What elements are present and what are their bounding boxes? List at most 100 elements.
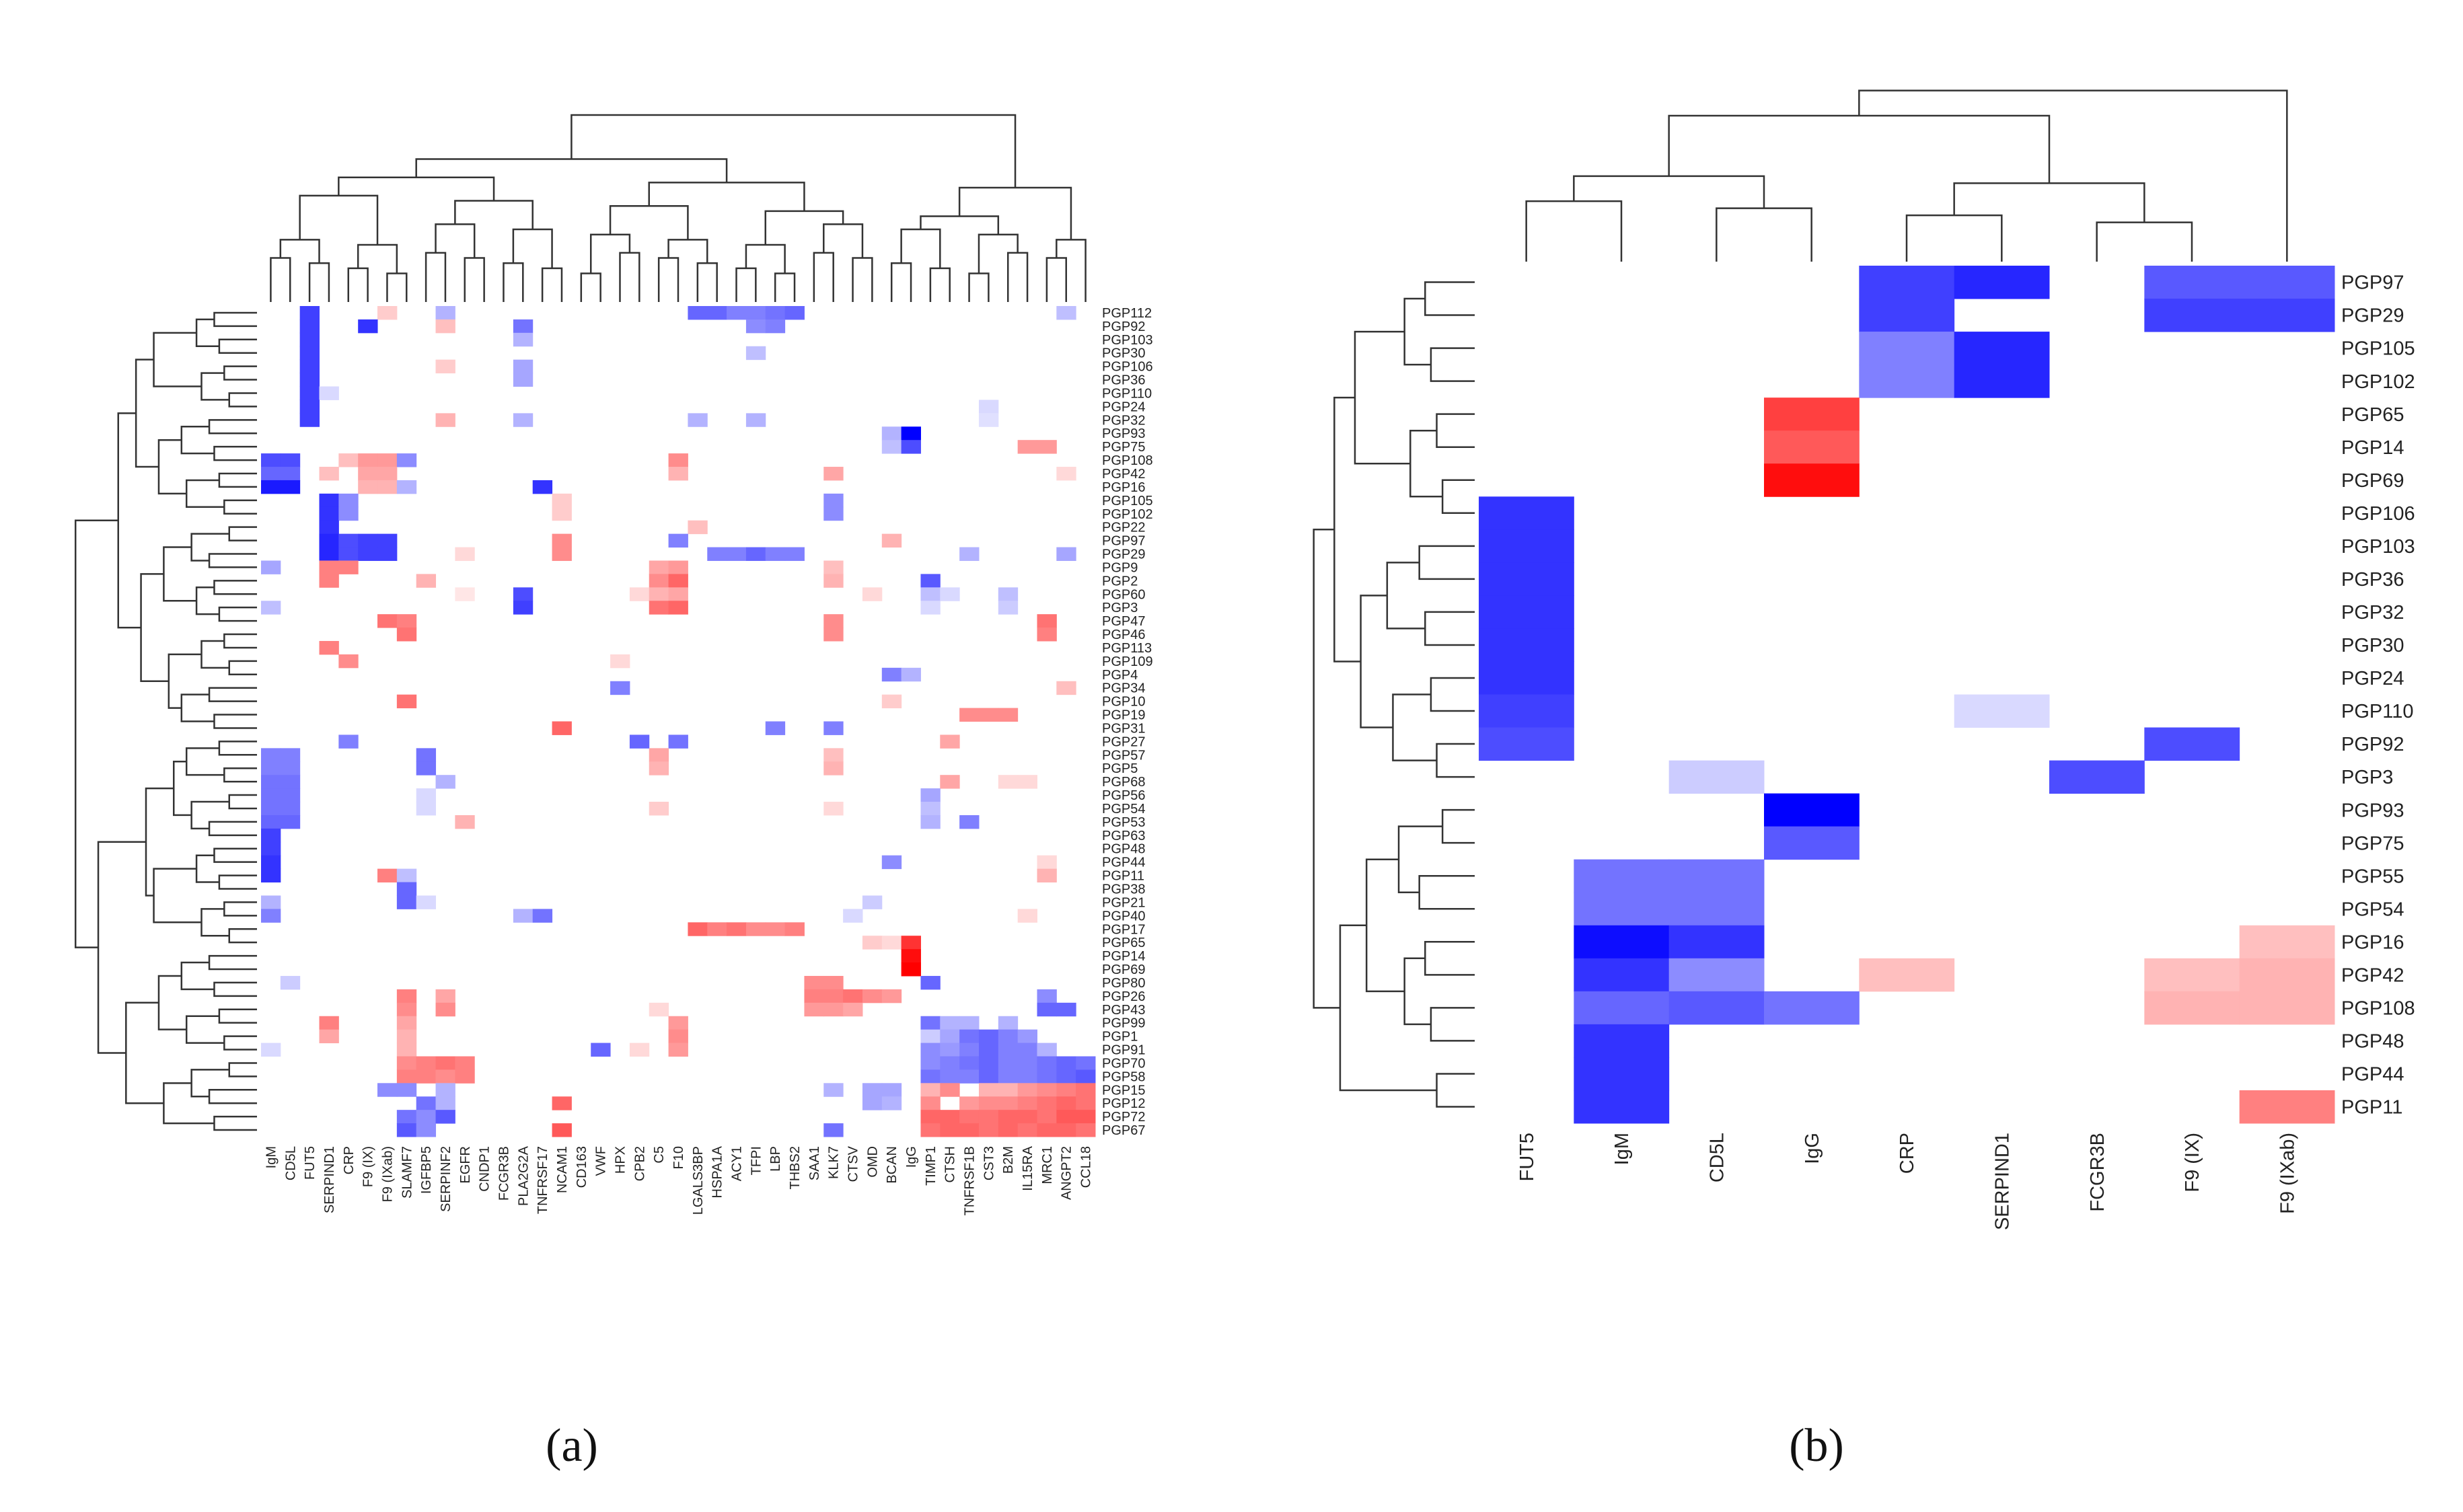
heatmap-cell: [280, 480, 301, 494]
row-label: PGP54: [1102, 802, 1145, 817]
heatmap-cell: [823, 721, 844, 735]
heatmap-cell: [416, 748, 437, 762]
row-label: PGP17: [1102, 922, 1145, 937]
heatmap-cell: [668, 574, 688, 588]
heatmap-cell: [299, 386, 320, 400]
heatmap-cell: [435, 1002, 455, 1017]
heatmap-cell: [1479, 694, 1574, 728]
heatmap-cell: [552, 533, 572, 548]
heatmap-cell: [823, 1002, 844, 1017]
row-label: PGP57: [1102, 748, 1145, 763]
row-label: PGP32: [2341, 602, 2404, 623]
column-dendrogram-branch: [338, 176, 495, 201]
row-label: PGP102: [1102, 507, 1153, 522]
row-dendrogram-branch: [1441, 479, 1475, 515]
row-label: PGP67: [1102, 1123, 1145, 1138]
heatmap-cell: [435, 1096, 455, 1110]
row-label: PGP68: [1102, 775, 1145, 790]
heatmap-cell: [1017, 1083, 1037, 1097]
heatmap-cell: [2239, 1090, 2335, 1124]
heatmap-cell: [707, 306, 727, 320]
heatmap-cell: [358, 533, 378, 548]
heatmap-cell: [396, 628, 417, 642]
column-dendrogram-branch: [425, 252, 447, 302]
heatmap-cell: [901, 936, 921, 950]
heatmap-cell: [319, 386, 339, 400]
row-dendrogram-branch: [218, 874, 257, 890]
heatmap-cell: [920, 1096, 941, 1110]
row-dendrogram-branch: [223, 1035, 257, 1051]
heatmap-cell: [1037, 1069, 1057, 1084]
heatmap-cell: [1076, 1096, 1096, 1110]
heatmap-cell: [1859, 299, 1955, 332]
heatmap-panel-b: FUT5 IgM CD5L IgG CRP SERPIND1 FCGR3B F9 (IX) F9…: [1313, 89, 2415, 1230]
row-label: PGP21: [1102, 895, 1145, 910]
heatmap-cell: [920, 574, 941, 588]
heatmap-cell: [823, 1123, 844, 1137]
row-label: PGP12: [1102, 1096, 1145, 1111]
column-label: IL15RA: [1021, 1145, 1035, 1190]
row-label: PGP108: [2341, 998, 2415, 1020]
heatmap-cell: [552, 493, 572, 508]
heatmap-cell: [784, 306, 805, 320]
row-label: PGP110: [1102, 386, 1152, 401]
column-label: B2M: [1001, 1146, 1016, 1174]
column-dendrogram-branch: [541, 267, 563, 302]
heatmap-cell: [881, 1083, 902, 1097]
heatmap-cell: [920, 1083, 941, 1097]
row-dendrogram-branch: [1436, 743, 1475, 778]
heatmap-cell: [396, 1029, 417, 1044]
heatmap-cell: [299, 332, 320, 347]
heatmap-cell: [396, 614, 417, 628]
heatmap-cell: [377, 467, 398, 481]
row-label: PGP105: [2341, 338, 2415, 360]
heatmap-cell: [377, 453, 398, 467]
column-label: CTSH: [943, 1146, 958, 1182]
heatmap-cell: [1859, 958, 1955, 992]
column-dendrogram-branch: [415, 158, 728, 183]
heatmap-cell: [416, 1123, 437, 1137]
heatmap-cell: [396, 882, 417, 896]
heatmap-panel-a: IgM CD5L FUT5 SERPIND1 CRP F9 (IX) F9 (IXab) SL…: [74, 114, 1153, 1215]
heatmap-cell: [261, 841, 281, 856]
heatmap-cell: [319, 560, 339, 574]
heatmap-cell: [319, 640, 339, 655]
heatmap-cell: [668, 1029, 688, 1044]
heatmap-cell: [1859, 266, 1955, 299]
heatmap-cell: [1037, 1056, 1057, 1070]
heatmap-cell: [959, 1043, 980, 1057]
heatmap-cell: [1017, 1069, 1037, 1084]
heatmap-cell: [1479, 628, 1574, 662]
row-dendrogram-branch: [228, 794, 257, 810]
row-label: PGP105: [1102, 494, 1153, 508]
row-label: PGP14: [2341, 437, 2404, 459]
heatmap-cell: [280, 975, 301, 990]
column-dendrogram-branch: [1858, 89, 2288, 262]
heatmap-cell: [920, 1056, 941, 1070]
heatmap-cell: [1037, 1123, 1057, 1137]
heatmap-cell: [1017, 1056, 1037, 1070]
heatmap-cell: [901, 962, 921, 977]
heatmap-cell: [765, 306, 786, 320]
heatmap-cell: [862, 936, 883, 950]
heatmap-cell: [998, 1016, 1019, 1030]
column-dendrogram-branch: [308, 262, 330, 302]
heatmap-cell: [862, 989, 883, 1004]
row-label: PGP60: [1102, 587, 1145, 602]
column-dendrogram-branch: [1045, 257, 1067, 302]
column-label: CTSV: [846, 1145, 861, 1182]
column-label: CCL18: [1079, 1146, 1094, 1188]
heatmap-cell: [319, 493, 339, 508]
heatmap-cell: [998, 1083, 1019, 1097]
row-label: PGP42: [2341, 965, 2404, 986]
heatmap-cell: [2239, 958, 2335, 992]
row-label: PGP40: [1102, 909, 1145, 923]
row-label: PGP29: [2341, 305, 2404, 327]
column-label: FCGR3B: [497, 1146, 511, 1201]
column-label: PLA2G2A: [516, 1145, 531, 1206]
heatmap-cell: [280, 761, 301, 776]
heatmap-cell: [416, 1056, 437, 1070]
row-label: PGP3: [2341, 767, 2393, 788]
heatmap-cell: [940, 1016, 960, 1030]
heatmap-cell: [261, 453, 281, 467]
